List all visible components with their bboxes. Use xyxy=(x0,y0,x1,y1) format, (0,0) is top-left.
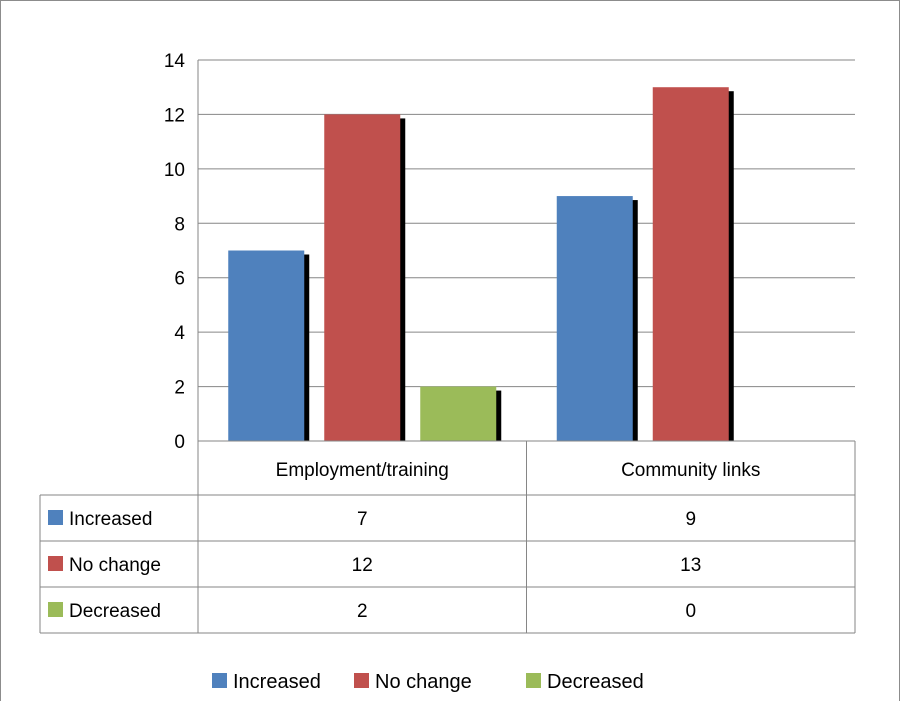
bar-no-change-0 xyxy=(324,114,401,441)
y-tick-label: 4 xyxy=(174,323,185,344)
data-label: 12 xyxy=(352,555,373,576)
legend-key-decreased xyxy=(526,673,541,688)
y-tick-label: 12 xyxy=(164,105,185,126)
bar-increased-0 xyxy=(228,250,305,441)
y-tick-label: 6 xyxy=(174,269,185,290)
y-tick-label: 14 xyxy=(164,51,186,72)
bar-no-change-1 xyxy=(652,87,729,441)
x-tick-label: Employment/training xyxy=(276,460,449,481)
table-series-label: Decreased xyxy=(69,601,161,622)
y-tick-label: 8 xyxy=(174,214,185,235)
y-tick-label: 2 xyxy=(174,378,185,399)
table-legend-key xyxy=(48,556,63,571)
x-tick-label: Community links xyxy=(621,460,760,481)
data-label: 2 xyxy=(357,601,368,622)
data-label: 13 xyxy=(680,555,701,576)
legend-label: Decreased xyxy=(547,671,644,693)
legend-label: Increased xyxy=(233,671,321,693)
legend-key-no-change xyxy=(354,673,369,688)
y-tick-label: 0 xyxy=(174,432,185,453)
bar-decreased-0 xyxy=(420,386,497,441)
data-label: 7 xyxy=(357,509,368,530)
table-series-label: No change xyxy=(69,555,161,576)
data-label: 0 xyxy=(685,601,696,622)
data-label: 9 xyxy=(685,509,696,530)
y-tick-label: 10 xyxy=(164,160,185,181)
bar-increased-1 xyxy=(556,196,633,441)
table-legend-key xyxy=(48,510,63,525)
legend-label: No change xyxy=(375,671,472,693)
table-series-label: Increased xyxy=(69,509,152,530)
legend-key-increased xyxy=(212,673,227,688)
table-legend-key xyxy=(48,602,63,617)
